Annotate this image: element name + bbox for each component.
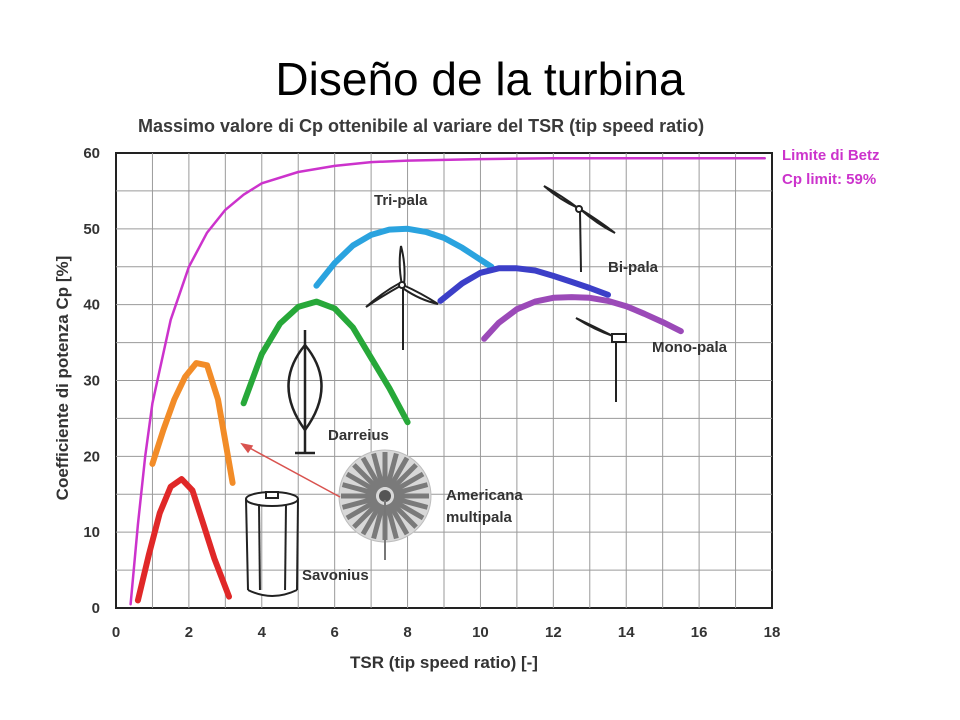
series-label: Darreius [328, 427, 389, 444]
bi-blade-turbine-icon [543, 185, 616, 273]
y-tick-label: 10 [83, 524, 100, 541]
betz-limit-label: Limite di Betz [782, 147, 880, 164]
annotation-arrow [240, 442, 341, 498]
mono-blade-turbine-icon [575, 317, 627, 402]
y-axis-label: Coefficiente di potenza Cp [%] [53, 256, 72, 501]
curves [129, 157, 766, 606]
x-tick-label: 8 [403, 624, 411, 641]
tri-blade-turbine-icon [365, 245, 439, 350]
series-line-limite-di-betz [129, 157, 766, 606]
series-label: Americana [446, 487, 523, 504]
series-line-savonius [134, 476, 232, 604]
y-tick-label: 0 [92, 600, 100, 617]
x-tick-label: 0 [112, 624, 120, 641]
series-label: Mono-pala [652, 339, 728, 356]
y-tick-label: 50 [83, 221, 100, 238]
x-tick-label: 12 [545, 624, 562, 641]
y-tick-label: 60 [83, 145, 100, 162]
curve-labels: Tri-pala Bi-pala Mono-pala Darreius American… [302, 192, 728, 584]
ticks: 0 2 4 6 8 10 12 14 16 18 0 10 20 30 40 50 60 [83, 145, 780, 641]
y-tick-label: 30 [83, 373, 100, 390]
chart-title: Massimo valore di Cp ottenibile al varia… [138, 116, 705, 136]
slide-title: Diseño de la turbina [275, 53, 685, 105]
series-line-americana-multipala [149, 360, 236, 486]
american-multiblade-turbine-icon [338, 449, 432, 560]
series-line-tri-pala [313, 225, 495, 289]
series-label: Bi-pala [608, 259, 659, 276]
x-tick-label: 10 [472, 624, 489, 641]
darrieus-turbine-icon [287, 330, 323, 455]
x-axis-label: TSR (tip speed ratio) [-] [350, 653, 538, 672]
x-tick-label: 2 [185, 624, 193, 641]
x-tick-label: 4 [258, 624, 267, 641]
y-tick-label: 20 [83, 448, 100, 465]
x-tick-label: 6 [330, 624, 338, 641]
series-line-darreius [240, 298, 411, 426]
series-label: Tri-pala [374, 192, 428, 209]
series-line-bi-pala [437, 265, 611, 304]
betz-cp-limit-label: Cp limit: 59% [782, 171, 876, 188]
series-label: Savonius [302, 567, 369, 584]
y-tick-label: 40 [83, 297, 100, 314]
x-tick-label: 18 [764, 624, 781, 641]
x-tick-label: 16 [691, 624, 708, 641]
series-label: multipala [446, 509, 513, 526]
series-line-mono-pala [481, 294, 684, 342]
savonius-turbine-icon [245, 491, 299, 597]
x-tick-label: 14 [618, 624, 635, 641]
